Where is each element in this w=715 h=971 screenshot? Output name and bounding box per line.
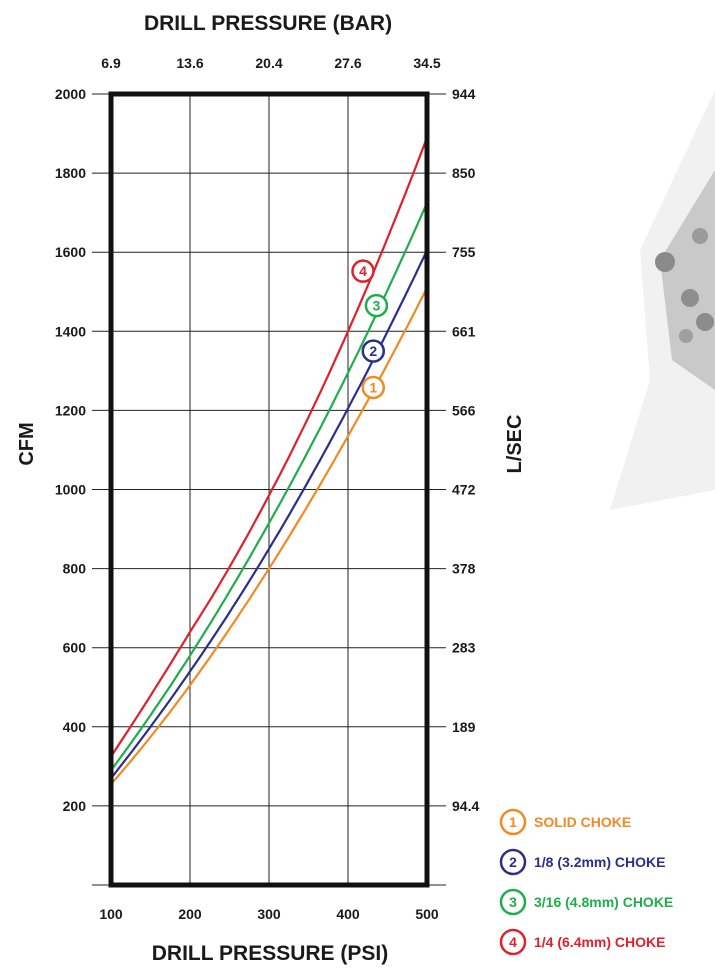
legend-number: 2 — [509, 854, 517, 870]
x2-tick-label: 6.9 — [101, 55, 121, 71]
legend-label: 3/16 (4.8mm) CHOKE — [534, 894, 673, 910]
top-axis-title: DRILL PRESSURE (BAR) — [144, 12, 392, 35]
y2-tick-label: 566 — [452, 402, 476, 418]
legend-item: 3 3/16 (4.8mm) CHOKE — [499, 888, 673, 916]
y-tick-label: 200 — [63, 798, 87, 814]
right-axis-title: L/SEC — [504, 415, 526, 474]
y-tick-label: 1000 — [55, 482, 86, 498]
y2-tick-label: 378 — [452, 561, 476, 577]
legend-item: 1 SOLID CHOKE — [499, 808, 631, 836]
x-tick-label: 300 — [257, 906, 281, 922]
x-tick-label: 400 — [336, 906, 360, 922]
series-markers: 1 2 3 4 — [351, 259, 389, 400]
x2-tick-label: 34.5 — [413, 55, 440, 71]
y2-tick-label: 661 — [452, 323, 476, 339]
tick-labels: 100 200 300 400 500 6.9 13.6 20.4 27.6 34.5 200 400… — [55, 55, 480, 922]
plot-frame — [108, 91, 430, 888]
series-marker-label: 3 — [373, 298, 381, 314]
plot-frame-rect — [108, 91, 430, 888]
x-tick-label: 500 — [415, 906, 439, 922]
x2-tick-label: 20.4 — [255, 55, 282, 71]
x-tick-label: 200 — [178, 906, 202, 922]
y2-tick-label: 755 — [452, 244, 476, 260]
y2-tick-label: 189 — [452, 719, 476, 735]
y-tick-label: 1600 — [55, 244, 86, 260]
legend-number: 3 — [509, 894, 517, 910]
y-tick-label: 2000 — [55, 86, 86, 102]
left-axis-title: CFM — [16, 422, 38, 465]
x-tick-label: 100 — [99, 906, 123, 922]
y2-tick-label: 283 — [452, 640, 476, 656]
legend-item: 4 1/4 (6.4mm) CHOKE — [499, 928, 665, 956]
y-tick-label: 1400 — [55, 323, 86, 339]
series-marker — [361, 375, 386, 400]
legend-number: 1 — [509, 814, 517, 830]
y-tick-label: 400 — [63, 719, 87, 735]
y-tick-label: 800 — [63, 561, 87, 577]
legend-swatch — [499, 848, 527, 876]
y2-tick-label: 850 — [452, 165, 476, 181]
legend-swatch — [499, 808, 527, 836]
series-marker-label: 1 — [369, 379, 377, 395]
legend-swatch — [499, 888, 527, 916]
legend: 1 SOLID CHOKE 2 1/8 (3.2mm) CHOKE 3 3/16 (4.8… — [499, 808, 673, 956]
x2-tick-label: 27.6 — [334, 55, 361, 71]
legend-number: 4 — [509, 934, 517, 950]
legend-label: SOLID CHOKE — [534, 814, 631, 830]
series-marker — [364, 293, 389, 318]
legend-label: 1/4 (6.4mm) CHOKE — [534, 934, 665, 950]
y-tick-label: 1800 — [55, 165, 86, 181]
series-marker-label: 2 — [369, 343, 377, 359]
legend-item: 2 1/8 (3.2mm) CHOKE — [499, 848, 665, 876]
legend-swatch — [499, 928, 527, 956]
drill-bit-image — [610, 90, 715, 510]
series-line — [110, 202, 429, 771]
y2-tick-label: 94.4 — [452, 798, 479, 814]
y-tick-label: 1200 — [55, 402, 86, 418]
y2-tick-label: 944 — [452, 86, 476, 102]
y-tick-label: 600 — [63, 640, 87, 656]
legend-label: 1/8 (3.2mm) CHOKE — [534, 854, 665, 870]
y2-tick-label: 472 — [452, 482, 476, 498]
series-marker-label: 4 — [359, 263, 367, 279]
series-marker — [351, 259, 375, 283]
bottom-axis-title: DRILL PRESSURE (PSI) — [152, 942, 388, 965]
x2-tick-label: 13.6 — [176, 55, 203, 71]
series-marker — [361, 339, 386, 363]
